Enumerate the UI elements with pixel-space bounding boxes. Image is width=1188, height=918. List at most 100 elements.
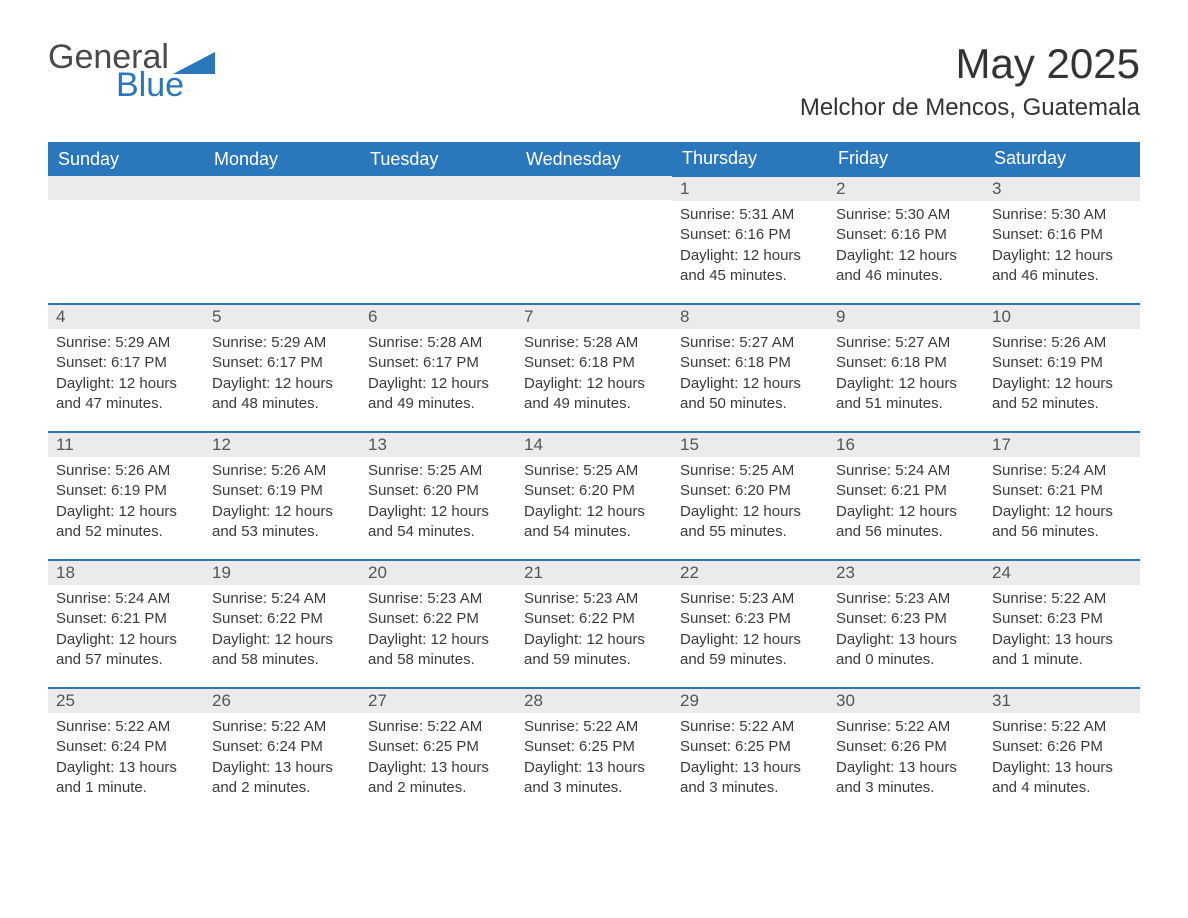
sunset-line: Sunset: 6:26 PM	[836, 737, 976, 757]
day-body: Sunrise: 5:22 AMSunset: 6:24 PMDaylight:…	[204, 713, 360, 808]
sunrise-line: Sunrise: 5:27 AM	[836, 333, 976, 353]
calendar-day-cell: 22Sunrise: 5:23 AMSunset: 6:23 PMDayligh…	[672, 560, 828, 688]
daylight-line: Daylight: 12 hours and 46 minutes.	[992, 246, 1132, 287]
sunrise-line: Sunrise: 5:23 AM	[836, 589, 976, 609]
daylight-line: Daylight: 12 hours and 45 minutes.	[680, 246, 820, 287]
sunset-line: Sunset: 6:18 PM	[524, 353, 664, 373]
daylight-line: Daylight: 12 hours and 58 minutes.	[368, 630, 508, 671]
day-body: Sunrise: 5:23 AMSunset: 6:22 PMDaylight:…	[516, 585, 672, 680]
sunset-line: Sunset: 6:17 PM	[212, 353, 352, 373]
calendar-day-cell: 1Sunrise: 5:31 AMSunset: 6:16 PMDaylight…	[672, 176, 828, 304]
daylight-line: Daylight: 13 hours and 1 minute.	[992, 630, 1132, 671]
calendar-day-cell: 23Sunrise: 5:23 AMSunset: 6:23 PMDayligh…	[828, 560, 984, 688]
day-body: Sunrise: 5:22 AMSunset: 6:25 PMDaylight:…	[516, 713, 672, 808]
calendar-day-cell: 6Sunrise: 5:28 AMSunset: 6:17 PMDaylight…	[360, 304, 516, 432]
sunrise-line: Sunrise: 5:23 AM	[368, 589, 508, 609]
sunset-line: Sunset: 6:25 PM	[368, 737, 508, 757]
day-number	[516, 176, 672, 200]
sunset-line: Sunset: 6:23 PM	[680, 609, 820, 629]
sunrise-line: Sunrise: 5:24 AM	[56, 589, 196, 609]
calendar-day-cell: 13Sunrise: 5:25 AMSunset: 6:20 PMDayligh…	[360, 432, 516, 560]
calendar-day-cell: 25Sunrise: 5:22 AMSunset: 6:24 PMDayligh…	[48, 688, 204, 816]
daylight-line: Daylight: 12 hours and 55 minutes.	[680, 502, 820, 543]
day-number: 30	[828, 689, 984, 713]
sunrise-line: Sunrise: 5:28 AM	[368, 333, 508, 353]
day-body: Sunrise: 5:29 AMSunset: 6:17 PMDaylight:…	[204, 329, 360, 424]
calendar-day-cell: 24Sunrise: 5:22 AMSunset: 6:23 PMDayligh…	[984, 560, 1140, 688]
sunset-line: Sunset: 6:19 PM	[212, 481, 352, 501]
day-number	[360, 176, 516, 200]
day-body: Sunrise: 5:26 AMSunset: 6:19 PMDaylight:…	[984, 329, 1140, 424]
day-number: 31	[984, 689, 1140, 713]
calendar-empty-cell	[48, 176, 204, 304]
daylight-line: Daylight: 12 hours and 54 minutes.	[368, 502, 508, 543]
daylight-line: Daylight: 13 hours and 3 minutes.	[524, 758, 664, 799]
day-number: 23	[828, 561, 984, 585]
sunset-line: Sunset: 6:25 PM	[524, 737, 664, 757]
sunset-line: Sunset: 6:21 PM	[836, 481, 976, 501]
day-number: 28	[516, 689, 672, 713]
sunrise-line: Sunrise: 5:25 AM	[680, 461, 820, 481]
sunrise-line: Sunrise: 5:27 AM	[680, 333, 820, 353]
daylight-line: Daylight: 12 hours and 49 minutes.	[524, 374, 664, 415]
calendar-empty-cell	[516, 176, 672, 304]
sunset-line: Sunset: 6:20 PM	[524, 481, 664, 501]
day-number: 26	[204, 689, 360, 713]
daylight-line: Daylight: 13 hours and 1 minute.	[56, 758, 196, 799]
day-number: 9	[828, 305, 984, 329]
day-number: 18	[48, 561, 204, 585]
day-body: Sunrise: 5:25 AMSunset: 6:20 PMDaylight:…	[516, 457, 672, 552]
day-number: 13	[360, 433, 516, 457]
calendar-day-cell: 28Sunrise: 5:22 AMSunset: 6:25 PMDayligh…	[516, 688, 672, 816]
sunrise-line: Sunrise: 5:28 AM	[524, 333, 664, 353]
daylight-line: Daylight: 12 hours and 56 minutes.	[836, 502, 976, 543]
day-body: Sunrise: 5:29 AMSunset: 6:17 PMDaylight:…	[48, 329, 204, 424]
day-number: 29	[672, 689, 828, 713]
sunrise-line: Sunrise: 5:26 AM	[56, 461, 196, 481]
sunrise-line: Sunrise: 5:23 AM	[524, 589, 664, 609]
daylight-line: Daylight: 12 hours and 47 minutes.	[56, 374, 196, 415]
calendar-day-cell: 16Sunrise: 5:24 AMSunset: 6:21 PMDayligh…	[828, 432, 984, 560]
sunrise-line: Sunrise: 5:25 AM	[368, 461, 508, 481]
calendar-day-cell: 14Sunrise: 5:25 AMSunset: 6:20 PMDayligh…	[516, 432, 672, 560]
sunrise-line: Sunrise: 5:22 AM	[524, 717, 664, 737]
sunrise-line: Sunrise: 5:29 AM	[212, 333, 352, 353]
brand-word-2: Blue	[116, 68, 215, 102]
calendar-day-cell: 3Sunrise: 5:30 AMSunset: 6:16 PMDaylight…	[984, 176, 1140, 304]
day-body: Sunrise: 5:22 AMSunset: 6:25 PMDaylight:…	[672, 713, 828, 808]
sunset-line: Sunset: 6:22 PM	[212, 609, 352, 629]
daylight-line: Daylight: 13 hours and 3 minutes.	[680, 758, 820, 799]
weekday-header: Wednesday	[516, 142, 672, 176]
weekday-header: Monday	[204, 142, 360, 176]
daylight-line: Daylight: 12 hours and 52 minutes.	[992, 374, 1132, 415]
day-number: 24	[984, 561, 1140, 585]
brand-logo: General Blue	[48, 40, 215, 102]
day-body: Sunrise: 5:25 AMSunset: 6:20 PMDaylight:…	[360, 457, 516, 552]
daylight-line: Daylight: 13 hours and 4 minutes.	[992, 758, 1132, 799]
sunrise-line: Sunrise: 5:22 AM	[992, 717, 1132, 737]
calendar-day-cell: 26Sunrise: 5:22 AMSunset: 6:24 PMDayligh…	[204, 688, 360, 816]
day-body	[360, 200, 516, 290]
sunrise-line: Sunrise: 5:22 AM	[368, 717, 508, 737]
sunrise-line: Sunrise: 5:26 AM	[212, 461, 352, 481]
day-number: 14	[516, 433, 672, 457]
sunset-line: Sunset: 6:26 PM	[992, 737, 1132, 757]
sunrise-line: Sunrise: 5:22 AM	[56, 717, 196, 737]
day-number	[204, 176, 360, 200]
daylight-line: Daylight: 13 hours and 3 minutes.	[836, 758, 976, 799]
calendar-day-cell: 15Sunrise: 5:25 AMSunset: 6:20 PMDayligh…	[672, 432, 828, 560]
daylight-line: Daylight: 12 hours and 51 minutes.	[836, 374, 976, 415]
daylight-line: Daylight: 12 hours and 48 minutes.	[212, 374, 352, 415]
sunset-line: Sunset: 6:22 PM	[368, 609, 508, 629]
daylight-line: Daylight: 12 hours and 46 minutes.	[836, 246, 976, 287]
sunrise-line: Sunrise: 5:22 AM	[680, 717, 820, 737]
day-number: 20	[360, 561, 516, 585]
sunset-line: Sunset: 6:17 PM	[368, 353, 508, 373]
sunset-line: Sunset: 6:16 PM	[992, 225, 1132, 245]
day-body: Sunrise: 5:23 AMSunset: 6:22 PMDaylight:…	[360, 585, 516, 680]
calendar-empty-cell	[204, 176, 360, 304]
day-number	[48, 176, 204, 200]
calendar-day-cell: 2Sunrise: 5:30 AMSunset: 6:16 PMDaylight…	[828, 176, 984, 304]
sunset-line: Sunset: 6:22 PM	[524, 609, 664, 629]
day-number: 27	[360, 689, 516, 713]
